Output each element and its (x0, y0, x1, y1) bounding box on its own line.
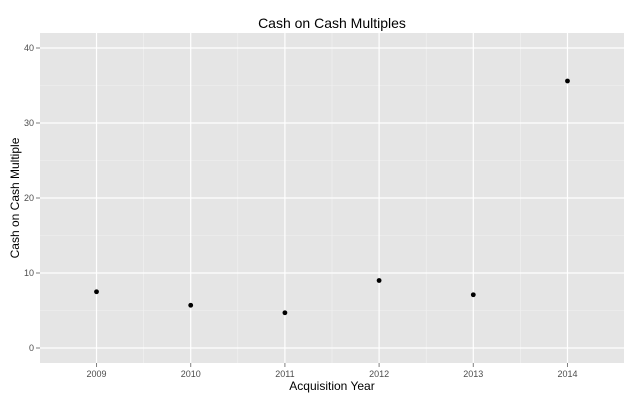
data-point (376, 278, 382, 283)
y-tick-label: 0 (29, 343, 34, 353)
data-point (282, 310, 288, 316)
grid-lines (40, 33, 624, 363)
x-tick-label: 2009 (87, 369, 107, 379)
y-tick-label: 20 (24, 193, 34, 203)
data-point (94, 289, 99, 295)
x-axis-ticks: 2009 2010 2011 2012 2013 2014 (87, 363, 577, 379)
y-axis-ticks: 0 10 20 30 40 (24, 43, 40, 353)
y-tick-label: 40 (24, 43, 34, 53)
x-tick-label: 2010 (181, 369, 201, 379)
data-point (565, 78, 570, 84)
x-axis-label: Acquisition Year (289, 379, 374, 393)
chart-title: Cash on Cash Multiples (258, 15, 406, 31)
x-tick-label: 2012 (369, 369, 389, 379)
x-tick-label: 2013 (463, 369, 483, 379)
data-point (188, 302, 194, 308)
data-points (94, 78, 570, 316)
x-tick-label: 2014 (557, 369, 577, 379)
y-axis-label: Cash on Cash Multiple (8, 137, 22, 258)
x-tick-label: 2011 (275, 369, 294, 379)
data-point (470, 292, 476, 298)
y-tick-label: 10 (24, 268, 34, 278)
y-tick-label: 30 (24, 118, 34, 128)
